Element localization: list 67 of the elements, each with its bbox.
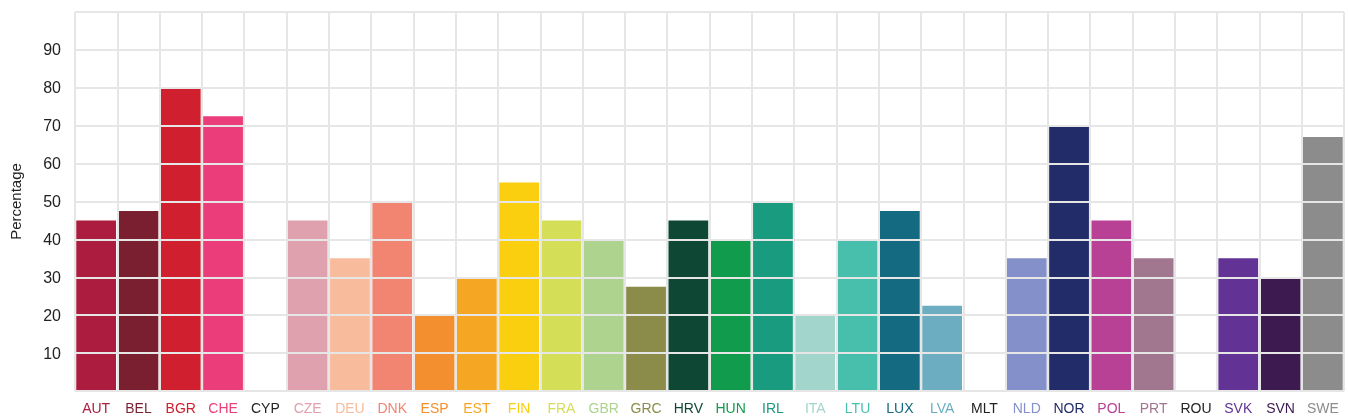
bar	[795, 315, 836, 391]
y-tick-label: 10	[43, 344, 62, 362]
bar	[287, 220, 328, 391]
y-tick-label: 20	[43, 306, 62, 324]
x-tick-label: FRA	[547, 400, 577, 416]
y-tick-label: 90	[43, 41, 62, 59]
bar	[837, 239, 878, 391]
bar	[1218, 258, 1259, 391]
x-tick-label: EST	[463, 400, 491, 416]
x-tick-label: GRC	[630, 400, 662, 416]
y-tick-label: 60	[43, 155, 62, 173]
x-tick-label: DEU	[335, 400, 365, 416]
x-tick-label: CZE	[293, 400, 322, 416]
x-tick-label: SVK	[1224, 400, 1253, 416]
x-tick-label: HRV	[673, 400, 704, 416]
bar	[583, 239, 624, 391]
y-axis-title: Percentage	[7, 163, 24, 240]
y-tick-label: 50	[43, 193, 62, 210]
bar	[1006, 258, 1047, 391]
x-tick-label: POL	[1097, 400, 1126, 416]
bar	[330, 258, 370, 391]
x-tick-label: CYP	[250, 400, 280, 416]
x-tick-label: NOR	[1053, 400, 1085, 416]
x-tick-label: LTU	[844, 400, 871, 416]
x-tick-label: PRT	[1139, 400, 1168, 416]
bar	[1133, 258, 1174, 391]
bar	[118, 210, 159, 391]
x-tick-label: LUX	[886, 400, 915, 416]
x-tick-label: ROU	[1180, 400, 1212, 416]
x-tick-label: SVN	[1266, 400, 1295, 416]
x-tick-label: SWE	[1306, 400, 1339, 416]
bar	[203, 116, 243, 391]
x-tick-label: BEL	[125, 400, 152, 416]
x-tick-label: DNK	[377, 400, 408, 416]
x-tick-label: LVA	[929, 400, 955, 416]
bar	[76, 220, 117, 391]
y-tick-label: 80	[43, 79, 62, 97]
bar	[1091, 220, 1132, 391]
bar	[414, 315, 455, 391]
x-tick-label: ITA	[804, 400, 827, 416]
bar	[668, 220, 709, 391]
bar	[922, 305, 963, 391]
bar	[499, 182, 540, 391]
bar	[372, 201, 413, 391]
bar	[541, 220, 582, 391]
x-tick-label: MLT	[970, 400, 999, 416]
x-tick-label: NLD	[1012, 400, 1041, 416]
x-tick-label: BGR	[165, 400, 196, 416]
bar	[160, 87, 201, 391]
bar	[1302, 137, 1343, 391]
y-tick-label: 70	[43, 117, 62, 135]
x-tick-label: ESP	[420, 400, 449, 416]
y-tick-label: 40	[43, 230, 62, 248]
x-tick-label: CHE	[208, 400, 238, 416]
bar	[626, 286, 666, 391]
bar	[879, 210, 920, 391]
bar	[1049, 125, 1089, 391]
x-tick-label: AUT	[82, 400, 111, 416]
x-tick-label: HUN	[715, 400, 746, 416]
x-tick-label: GBR	[588, 400, 619, 416]
bar	[1260, 277, 1301, 391]
bar	[710, 239, 751, 391]
x-tick-label: IRL	[762, 400, 785, 416]
x-tick-label: FIN	[507, 400, 531, 416]
bar	[456, 277, 497, 391]
y-tick-label: 30	[43, 268, 62, 286]
bar	[753, 201, 793, 391]
